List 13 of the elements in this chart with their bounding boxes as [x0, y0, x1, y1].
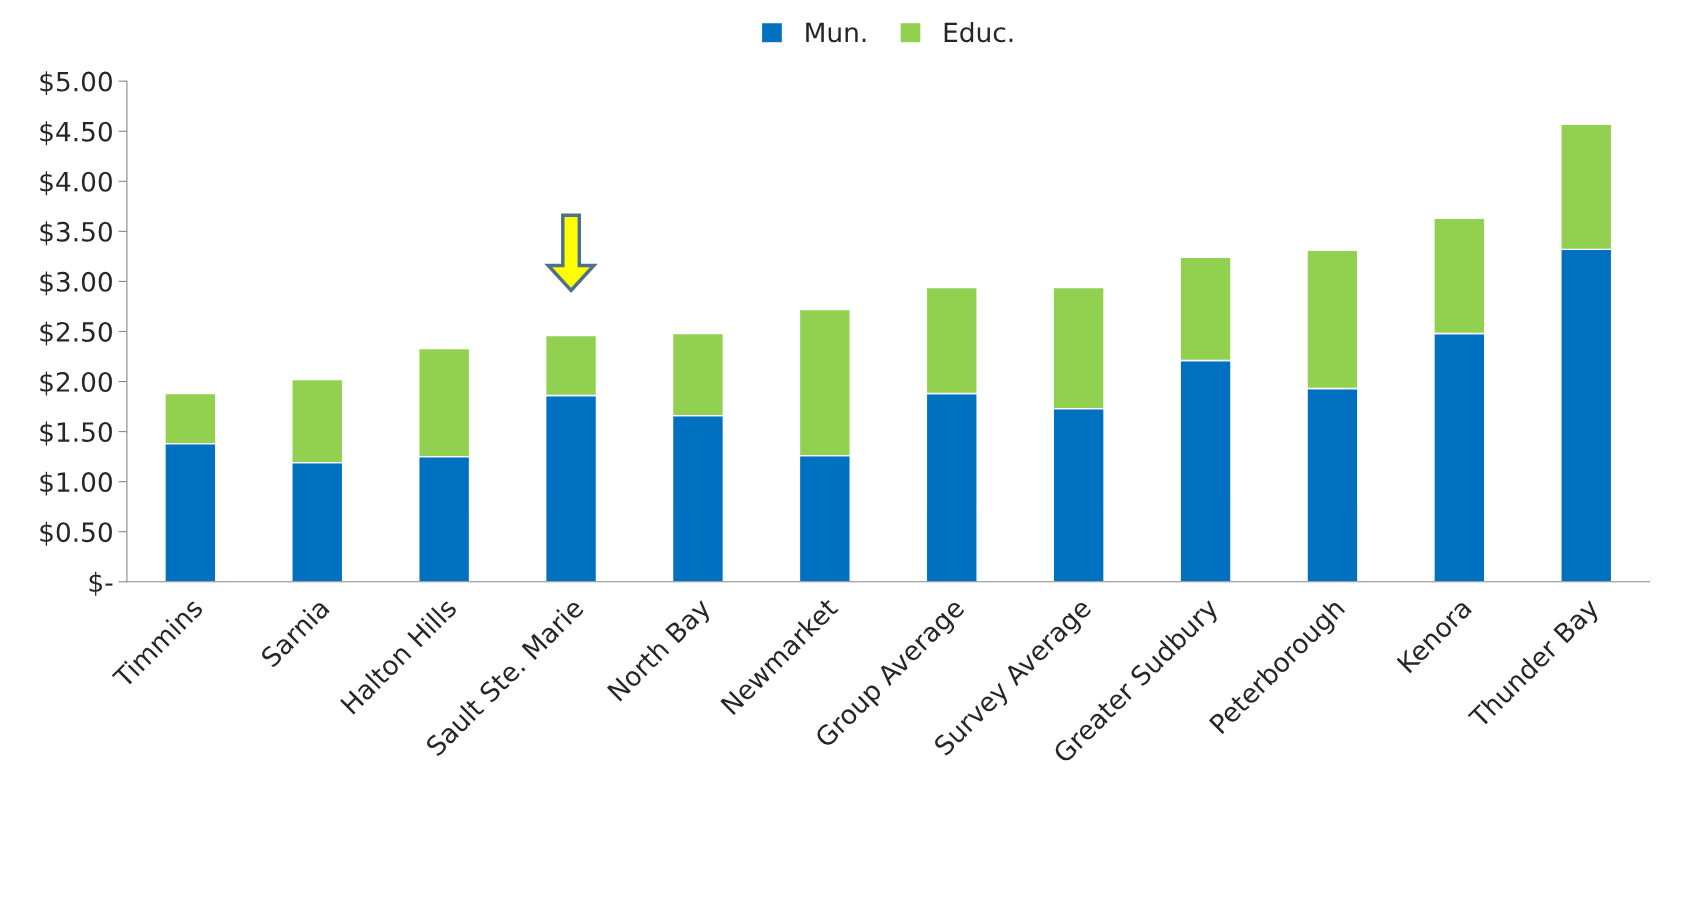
y-tick-label: $1.00 [40, 471, 112, 496]
y-tick-label: $3.50 [40, 221, 112, 246]
y-tick-label: $0.50 [40, 521, 112, 546]
y-tick-label: $5.00 [40, 71, 112, 96]
y-tick-label: $3.00 [40, 271, 112, 296]
y-tick-label: $- [89, 571, 113, 596]
y-tick-label: $4.00 [40, 171, 112, 196]
y-tick-label: $2.50 [40, 321, 112, 346]
legend-label: Educ. [944, 21, 1013, 43]
legend-label: Mun. [806, 22, 866, 43]
y-tick-label: $2.00 [40, 371, 112, 396]
y-tick-label: $1.50 [40, 421, 112, 446]
y-tick-label: $4.50 [40, 121, 112, 146]
